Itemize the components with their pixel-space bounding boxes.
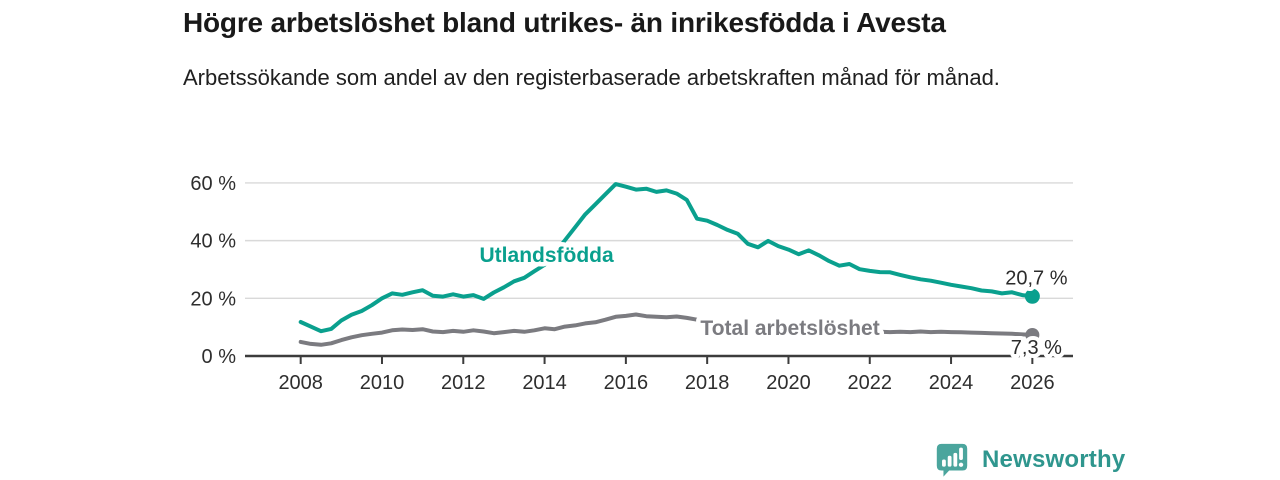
series-end-value-utlandsfodda: 20,7 % <box>1005 267 1067 289</box>
series-label-utlandsfodda: Utlandsfödda <box>480 244 614 267</box>
x-tick-label-2016: 2016 <box>604 372 649 394</box>
brand-footer: Newsworthy <box>933 441 1125 479</box>
x-tick-label-2018: 2018 <box>685 372 730 394</box>
newsworthy-logo-icon <box>936 443 968 477</box>
series-end-dot-total <box>1025 327 1040 342</box>
x-tick-label-2022: 2022 <box>848 372 893 394</box>
x-tick-label-2024: 2024 <box>929 372 974 394</box>
x-tick-label-2012: 2012 <box>441 372 486 394</box>
y-tick-label-40: 40 % <box>190 231 236 253</box>
series-label-total: Total arbetslöshet <box>700 317 879 340</box>
x-tick-label-2010: 2010 <box>360 372 405 394</box>
x-tick-label-2008: 2008 <box>278 372 323 394</box>
series-end-dot-utlandsfodda <box>1024 288 1040 304</box>
x-tick-label-2020: 2020 <box>766 372 811 394</box>
x-tick-label-2026: 2026 <box>1010 372 1055 394</box>
chart-subtitle: Arbetssökande som andel av den registerb… <box>183 65 1000 90</box>
y-tick-label-60: 60 % <box>190 173 236 195</box>
series-line-total <box>298 312 1035 347</box>
y-tick-label-20: 20 % <box>190 288 236 310</box>
x-tick-label-2014: 2014 <box>522 372 567 394</box>
series-end-value-total: 7,3 % <box>1011 337 1062 359</box>
series-line-utlandsfodda <box>298 182 1035 334</box>
chart-title: Högre arbetslöshet bland utrikes- än inr… <box>183 7 946 38</box>
brand-name: Newsworthy <box>982 446 1126 473</box>
y-tick-label-0: 0 % <box>202 346 237 368</box>
unemployment-line-chart: 2008 2010 2012 2014 2016 2018 2020 2022 2024 2026… <box>190 173 1073 394</box>
